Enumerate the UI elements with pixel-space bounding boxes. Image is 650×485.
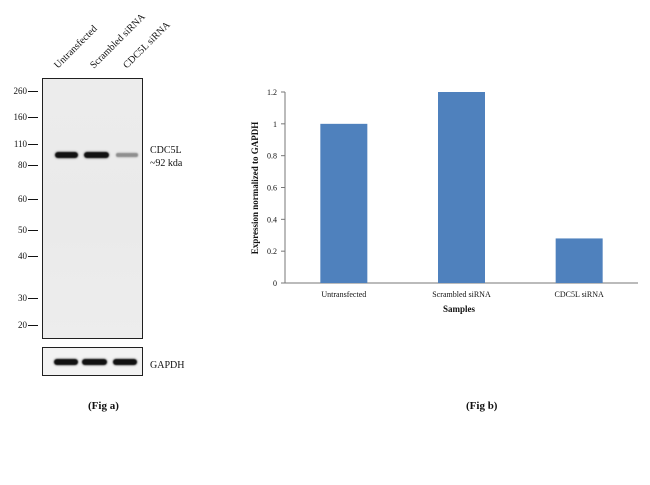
mw-label-20: 20 (18, 320, 27, 330)
mw-tick-80 (28, 165, 38, 166)
mw-label-110: 110 (13, 139, 27, 149)
mw-tick-30 (28, 298, 38, 299)
x-axis-category-label: Scrambled siRNA (432, 290, 491, 299)
mw-tick-60 (28, 199, 38, 200)
bar-cdc5l-sirna (555, 238, 603, 283)
figure-b-caption: (Fig b) (466, 400, 498, 412)
cdc5l-band-cdc5l-sirna (116, 153, 138, 157)
mw-label-160: 160 (13, 112, 28, 122)
gapdh-band-scrambled-sirna (82, 359, 107, 365)
mw-tick-260 (28, 91, 38, 92)
y-axis-tick-label: 0.4 (267, 215, 277, 224)
y-axis-ticks: 0 0.2 0.4 0.6 0.8 1 1.2 (267, 88, 285, 288)
y-axis-title: Expression normalized to GAPDH (250, 122, 260, 255)
y-axis-tick-label: 0.2 (267, 247, 277, 256)
mw-tick-40 (28, 256, 38, 257)
bar-untransfected (320, 123, 368, 283)
expression-bar-chart: 0 0.2 0.4 0.6 0.8 1 1.2 Untransfected Scrambled… (250, 88, 638, 314)
cdc5l-blot-image (42, 78, 143, 339)
cdc5l-band-scrambled-sirna (84, 152, 109, 158)
y-axis-tick-label: 1 (273, 120, 277, 129)
x-axis-category-label: CDC5L siRNA (555, 290, 604, 299)
gapdh-blot-image (42, 347, 143, 376)
bar-series (320, 92, 603, 283)
mw-tick-110 (28, 144, 38, 145)
figure-a-caption: (Fig a) (88, 400, 119, 412)
mw-label-50: 50 (18, 225, 27, 235)
x-axis-labels: Untransfected Scrambled siRNA CDC5L siRNA (321, 290, 604, 299)
target-protein-label: CDC5L (150, 145, 182, 156)
mw-tick-160 (28, 117, 38, 118)
mw-label-40: 40 (18, 251, 27, 261)
gapdh-label: GAPDH (150, 360, 185, 371)
y-axis-tick-label: 1.2 (267, 88, 277, 97)
mw-tick-50 (28, 230, 38, 231)
gapdh-band-cdc5l-sirna (113, 359, 137, 365)
x-axis-category-label: Untransfected (321, 290, 366, 299)
x-axis-title: Samples (443, 304, 476, 314)
mw-label-260: 260 (13, 86, 28, 96)
mw-label-80: 80 (18, 160, 27, 170)
y-axis-tick-label: 0 (273, 279, 277, 288)
y-axis-tick-label: 0.6 (267, 184, 277, 193)
mw-label-60: 60 (18, 194, 27, 204)
mw-tick-20 (28, 325, 38, 326)
y-axis-tick-label: 0.8 (267, 152, 277, 161)
gapdh-band-untransfected (54, 359, 78, 365)
lane-label-scrambled-sirna: Scrambled siRNA (88, 11, 148, 71)
target-size-label: ~92 kda (150, 158, 183, 169)
mw-label-30: 30 (18, 293, 27, 303)
western-blot-panel: Untransfected Scrambled siRNA CDC5L siRN… (0, 0, 220, 430)
bar-scrambled-sirna (438, 92, 485, 283)
cdc5l-band-untransfected (55, 152, 78, 158)
